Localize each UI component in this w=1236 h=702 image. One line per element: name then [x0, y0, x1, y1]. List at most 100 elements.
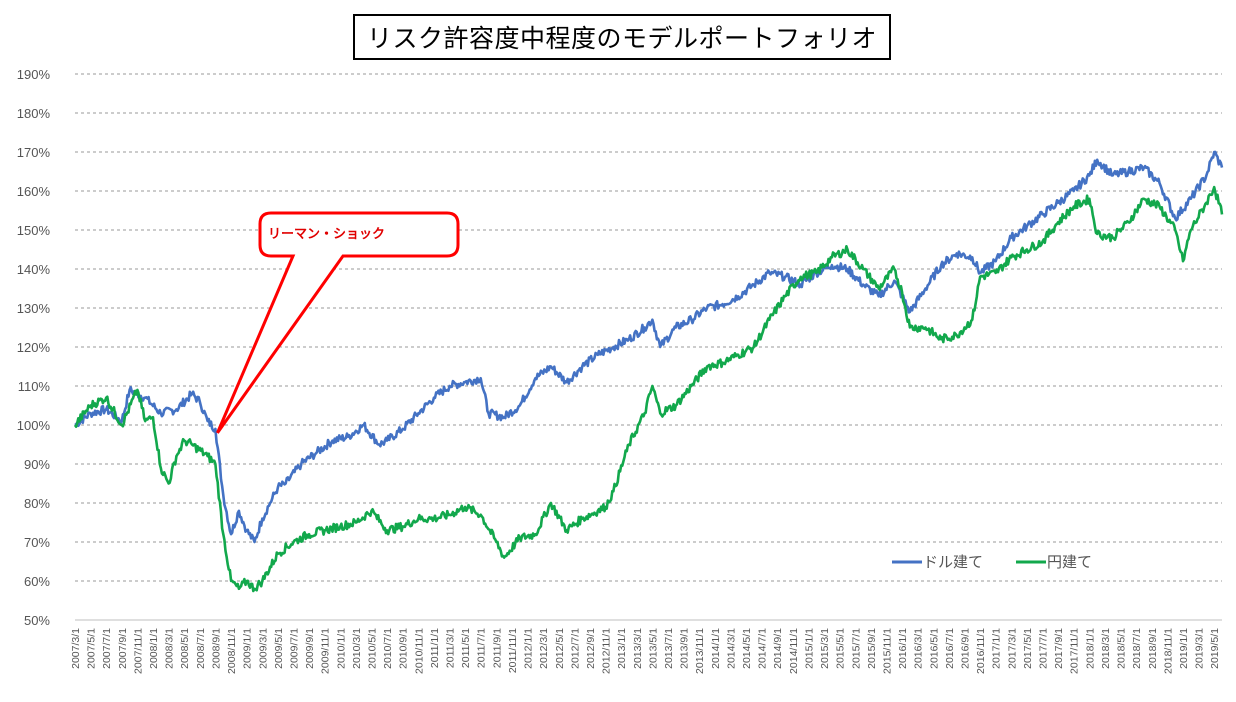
x-tick-label: 2014/1/1	[710, 628, 722, 669]
y-tick-label: 190%	[17, 67, 51, 82]
x-tick-label: 2016/3/1	[913, 628, 925, 669]
x-tick-label: 2007/11/1	[132, 628, 144, 674]
x-tick-label: 2015/5/1	[835, 628, 847, 669]
x-tick-label: 2014/3/1	[725, 628, 737, 669]
x-tick-label: 2009/3/1	[257, 628, 269, 669]
x-tick-label: 2012/1/1	[523, 628, 535, 669]
x-tick-label: 2017/9/1	[1053, 628, 1065, 669]
x-tick-label: 2012/9/1	[585, 628, 597, 669]
x-tick-label: 2009/7/1	[288, 628, 300, 669]
x-tick-label: 2013/5/1	[647, 628, 659, 669]
x-tick-label: 2011/11/1	[507, 628, 519, 673]
x-tick-label: 2011/1/1	[429, 628, 441, 668]
x-tick-label: 2016/7/1	[944, 628, 956, 669]
x-tick-label: 2017/5/1	[1022, 628, 1034, 669]
x-tick-label: 2013/11/1	[694, 628, 706, 674]
x-tick-label: 2015/9/1	[866, 628, 878, 669]
series-line-usd	[74, 150, 1224, 544]
x-tick-label: 2016/5/1	[928, 628, 940, 669]
x-tick-label: 2009/5/1	[273, 628, 285, 669]
x-tick-label: 2016/1/1	[897, 628, 909, 669]
x-tick-label: 2017/7/1	[1038, 628, 1050, 669]
x-tick-label: 2013/3/1	[632, 628, 644, 669]
annotation-callout: リーマン・ショック	[216, 211, 460, 434]
x-tick-label: 2007/5/1	[86, 628, 98, 669]
x-tick-label: 2014/7/1	[757, 628, 769, 669]
y-tick-label: 140%	[17, 262, 51, 277]
gridlines	[75, 73, 1222, 621]
x-tick-label: 2010/5/1	[367, 628, 379, 669]
x-tick-label: 2010/9/1	[398, 628, 410, 669]
y-tick-label: 150%	[17, 223, 51, 238]
x-tick-label: 2011/7/1	[476, 628, 488, 668]
x-tick-label: 2009/9/1	[304, 628, 316, 669]
x-tick-label: 2018/11/1	[1162, 628, 1174, 674]
x-tick-label: 2008/3/1	[164, 628, 176, 669]
x-tick-label: 2008/11/1	[226, 628, 238, 674]
x-tick-label: 2008/9/1	[210, 628, 222, 669]
x-tick-label: 2011/5/1	[460, 628, 472, 668]
chart-title-text: リスク許容度中程度のモデルポートフォリオ	[366, 24, 877, 53]
y-tick-label: 80%	[24, 496, 50, 511]
x-tick-label: 2010/7/1	[382, 628, 394, 669]
x-tick-label: 2015/1/1	[803, 628, 815, 669]
x-tick-label: 2015/7/1	[850, 628, 862, 669]
x-tick-label: 2019/3/1	[1194, 628, 1206, 669]
y-tick-label: 60%	[24, 574, 50, 589]
x-tick-label: 2017/3/1	[1006, 628, 1018, 669]
y-tick-label: 170%	[17, 145, 51, 160]
x-tick-label: 2013/7/1	[663, 628, 675, 669]
y-tick-label: 90%	[24, 457, 50, 472]
x-tick-label: 2010/11/1	[413, 628, 425, 674]
x-tick-label: 2019/1/1	[1178, 628, 1190, 669]
x-tick-label: 2014/5/1	[741, 628, 753, 669]
x-tick-label: 2014/11/1	[788, 628, 800, 674]
x-tick-label: 2007/7/1	[101, 628, 113, 669]
y-axis-ticks: 50% 60% 70% 80% 90% 100% 110% 120% 130% 140% 150% 1…	[17, 67, 51, 628]
x-tick-label: 2018/3/1	[1100, 628, 1112, 669]
y-tick-label: 100%	[17, 418, 51, 433]
x-tick-label: 2009/1/1	[242, 628, 254, 669]
x-tick-label: 2011/3/1	[445, 628, 457, 668]
x-tick-label: 2016/11/1	[975, 628, 987, 674]
x-tick-label: 2014/9/1	[772, 628, 784, 669]
x-tick-label: 2012/7/1	[569, 628, 581, 669]
x-tick-label: 2019/5/1	[1209, 628, 1221, 669]
x-tick-label: 2011/9/1	[491, 628, 503, 668]
x-tick-label: 2018/5/1	[1116, 628, 1128, 669]
x-tick-label: 2018/7/1	[1131, 628, 1143, 669]
legend-label: 円建て	[1047, 553, 1092, 571]
y-tick-label: 50%	[24, 613, 50, 628]
x-tick-label: 2018/9/1	[1147, 628, 1159, 669]
x-tick-label: 2010/1/1	[335, 628, 347, 669]
x-tick-label: 2010/3/1	[351, 628, 363, 669]
series-lines	[73, 150, 1224, 593]
callout-bubble	[216, 211, 460, 434]
x-tick-label: 2012/3/1	[538, 628, 550, 669]
legend: ドル建て 円建て	[892, 553, 1092, 571]
callout-label: リーマン・ショック	[268, 227, 385, 242]
x-tick-label: 2017/11/1	[1069, 628, 1081, 674]
x-tick-label: 2012/11/1	[601, 628, 613, 674]
series-line-jpy	[73, 185, 1224, 593]
x-tick-label: 2017/1/1	[991, 628, 1003, 669]
y-tick-label: 160%	[17, 184, 51, 199]
x-tick-label: 2008/1/1	[148, 628, 160, 669]
x-tick-label: 2008/7/1	[195, 628, 207, 669]
x-tick-label: 2018/1/1	[1084, 628, 1096, 669]
x-axis-ticks: 2007/3/1 2007/5/1 2007/7/1 2007/9/1 2007/11/…	[70, 628, 1221, 674]
x-tick-label: 2013/9/1	[679, 628, 691, 669]
x-tick-label: 2008/5/1	[179, 628, 191, 669]
x-tick-label: 2015/3/1	[819, 628, 831, 669]
y-tick-label: 70%	[24, 535, 50, 550]
y-tick-label: 110%	[18, 379, 51, 394]
y-tick-label: 180%	[17, 106, 51, 121]
y-tick-label: 130%	[17, 301, 51, 316]
chart-title: リスク許容度中程度のモデルポートフォリオ	[353, 14, 891, 60]
x-tick-label: 2016/9/1	[960, 628, 972, 669]
y-tick-label: 120%	[17, 340, 51, 355]
x-tick-label: 2007/9/1	[117, 628, 129, 669]
x-tick-label: 2007/3/1	[70, 628, 82, 669]
x-tick-label: 2015/11/1	[881, 628, 893, 674]
